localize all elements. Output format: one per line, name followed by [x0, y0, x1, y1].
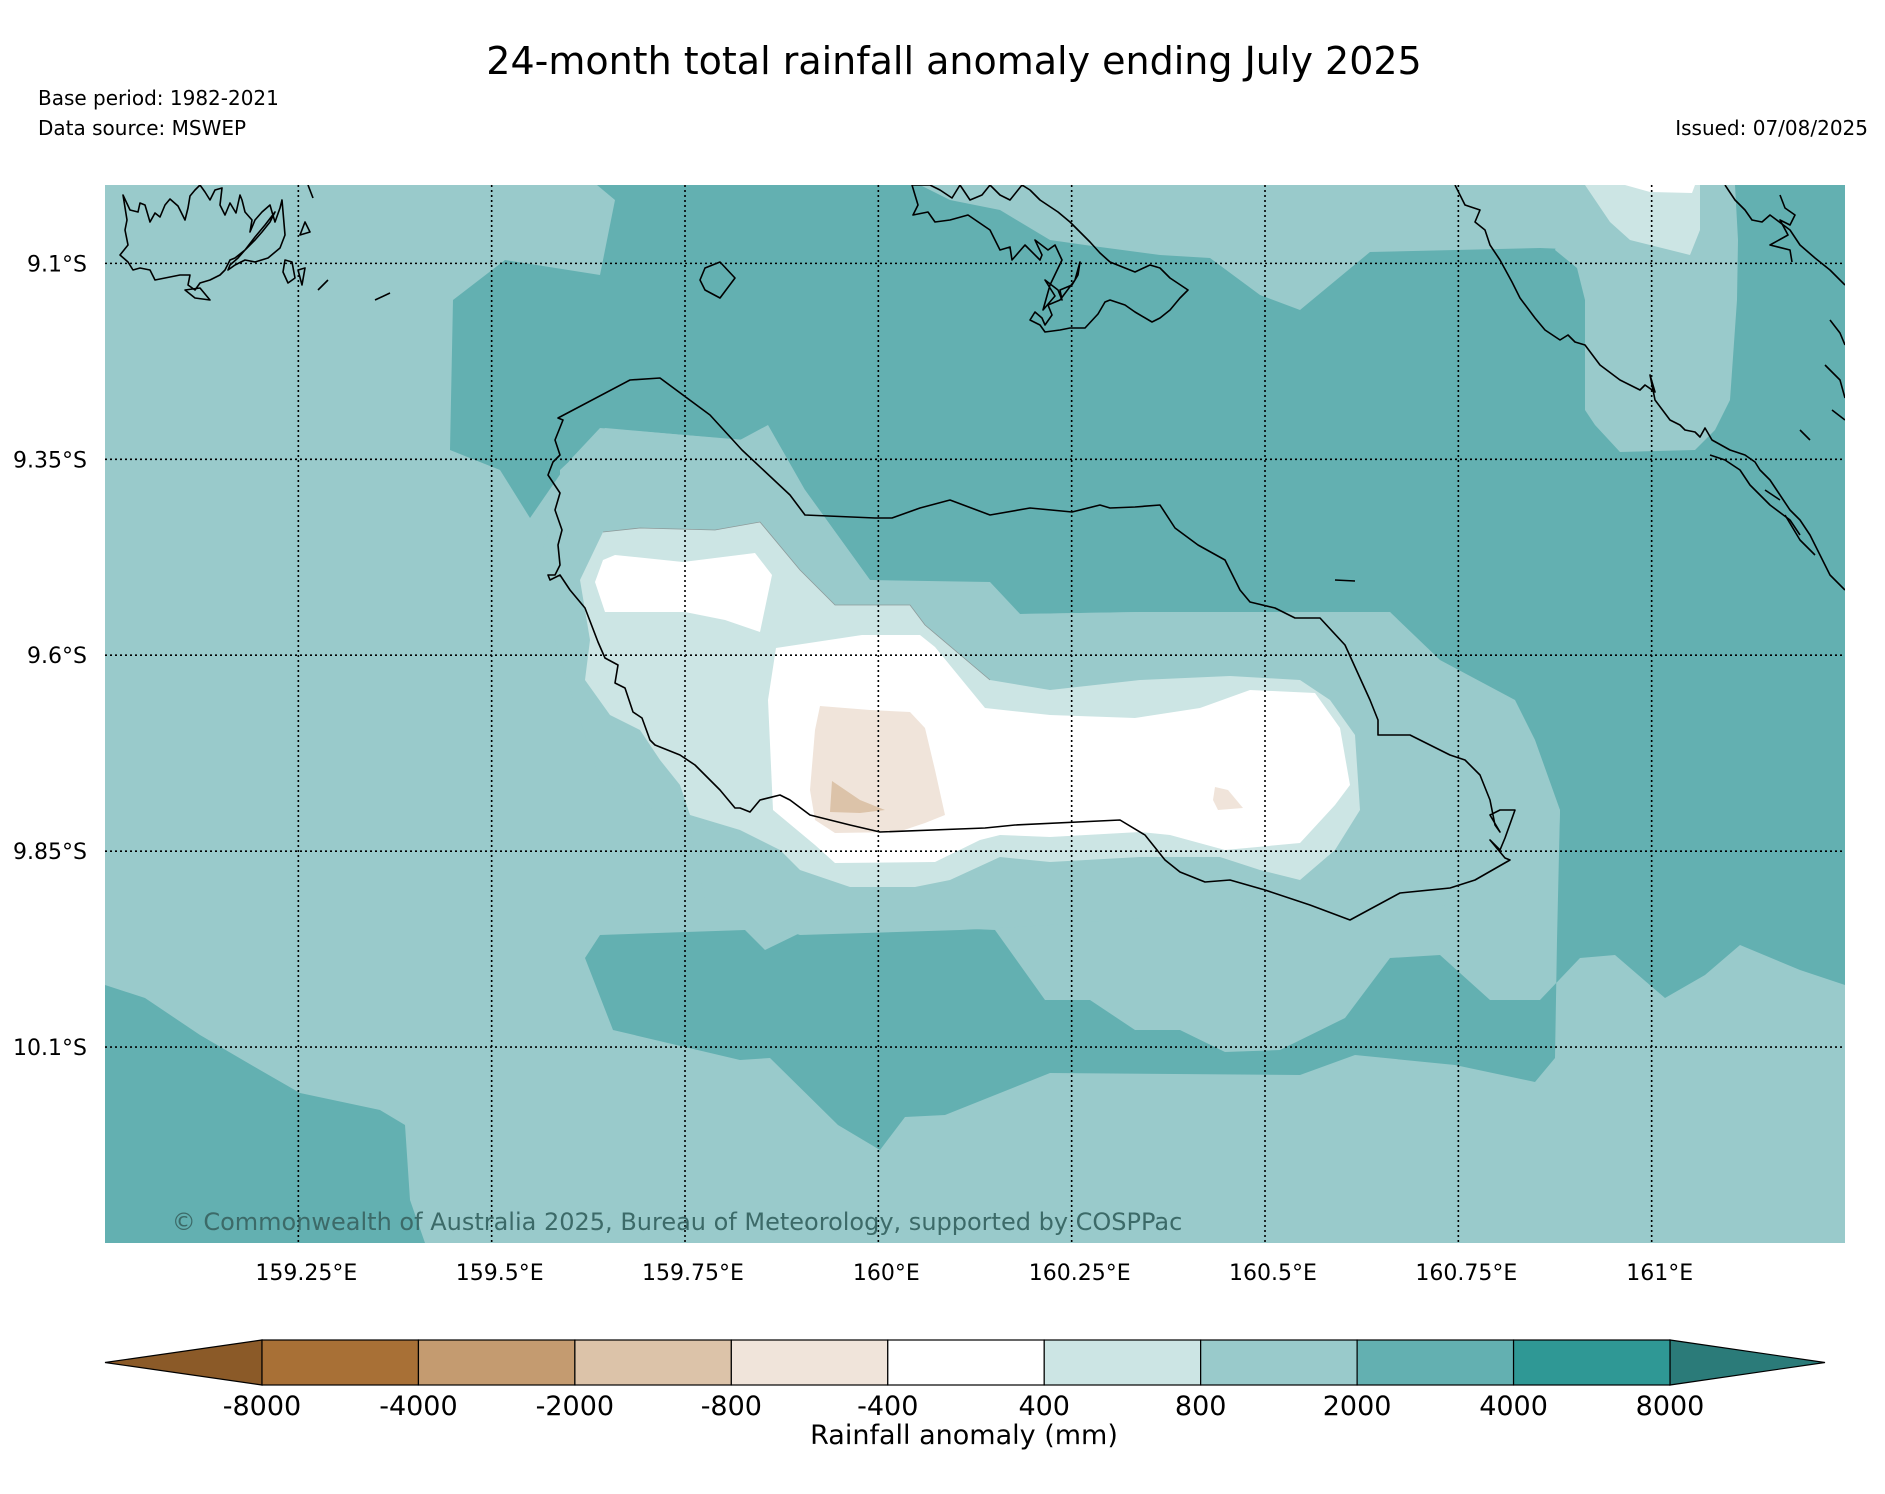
lat-tick-label: 9.35°S — [13, 448, 87, 473]
colorbar-segment — [1512, 1339, 1671, 1386]
lat-tick-label: 9.1°S — [27, 252, 87, 277]
data-source: Data source: MSWEP — [38, 116, 246, 140]
latitude-tick-labels: 9.1°S 9.35°S 9.6°S 9.85°S 10.1°S — [13, 252, 87, 1061]
coastline-savo — [699, 261, 736, 299]
colorbar-tick-label: -2000 — [536, 1391, 614, 1422]
colorbar-tick-label: 4000 — [1479, 1391, 1548, 1422]
band-800-2000-north-notch — [790, 185, 1590, 310]
lon-tick-label: 161°E — [1626, 1261, 1693, 1286]
coastline-santa-isabel — [119, 185, 286, 291]
colorbar-label: Rainfall anomaly (mm) — [810, 1420, 1118, 1451]
colorbar-under-extension — [104, 1339, 263, 1386]
lon-tick-label: 159.75°E — [642, 1261, 744, 1286]
colorbar-tick-label: -800 — [701, 1391, 762, 1422]
colorbar-segment — [261, 1339, 420, 1386]
colorbar-tick-label: -400 — [857, 1391, 918, 1422]
colorbar: -8000 -4000 -2000 -800 -400 400 800 2000 4000 800… — [104, 1339, 1826, 1422]
colorbar-tick-label: 400 — [1018, 1391, 1070, 1422]
copyright-notice: © Commonwealth of Australia 2025, Bureau… — [172, 1208, 1183, 1236]
coastline-malaita — [1454, 185, 1845, 591]
colorbar-segment — [1043, 1339, 1202, 1386]
coastline-malaita-east — [1724, 185, 1845, 286]
graticule — [105, 185, 1845, 1243]
band-2000-4000-southwest — [105, 985, 425, 1243]
colorbar-tick-label: 8000 — [1636, 1391, 1705, 1422]
anomaly-map — [105, 185, 1845, 1243]
coastline-islet-e — [374, 292, 391, 301]
colorbar-segment — [730, 1339, 889, 1386]
longitude-tick-labels: 159.25°E 159.5°E 159.75°E 160°E 160.25°E 160.… — [255, 1261, 1693, 1286]
lon-tick-label: 159.25°E — [255, 1261, 357, 1286]
coastline-malaita-south — [1709, 454, 1816, 556]
lat-tick-label: 9.6°S — [27, 644, 87, 669]
colorbar-over-extension — [1669, 1339, 1826, 1386]
band-neg400-400-west — [595, 553, 772, 632]
contour-edge — [602, 521, 991, 681]
band-2000-4000-north — [450, 185, 1845, 1150]
lat-tick-label: 9.85°S — [13, 840, 87, 865]
colorbar-segment — [417, 1339, 576, 1386]
colorbar-tick-label: -4000 — [379, 1391, 457, 1422]
coastline-nggela — [911, 185, 1189, 333]
coastline-malaita-islets — [1769, 194, 1845, 441]
coastline-islet-g — [1334, 579, 1356, 582]
coastline-islet-f — [307, 185, 314, 199]
colorbar-tick-label: 800 — [1175, 1391, 1227, 1422]
coastlines — [119, 185, 1845, 921]
colorbar-tick-label: 2000 — [1323, 1391, 1392, 1422]
lat-tick-label: 10.1°S — [13, 1036, 87, 1061]
band-neg2000-neg800 — [830, 781, 885, 813]
lon-tick-label: 160.25°E — [1029, 1261, 1131, 1286]
coastline-islet-a — [184, 287, 211, 301]
colorbar-segment — [887, 1339, 1045, 1386]
colorbar-tick-label: -8000 — [223, 1391, 301, 1422]
colorbar-segment — [1200, 1339, 1358, 1386]
lon-tick-label: 160.75°E — [1415, 1261, 1517, 1286]
coastline-guadalcanal — [547, 377, 1516, 921]
coastline-islet-b — [282, 259, 296, 284]
coastline-islet-c — [297, 267, 306, 286]
lon-tick-label: 160°E — [853, 1261, 920, 1286]
coastline-islet-d — [299, 221, 329, 291]
lon-tick-label: 159.5°E — [456, 1261, 544, 1286]
band-neg800-neg400-b — [1213, 787, 1243, 810]
band-800-2000-northeast — [1555, 185, 1738, 452]
colorbar-segment — [1356, 1339, 1515, 1386]
lon-tick-label: 160.5°E — [1229, 1261, 1317, 1286]
map-title: 24-month total rainfall anomaly ending J… — [486, 39, 1421, 83]
band-neg400-400-northeast — [1625, 185, 1695, 193]
issued-date: Issued: 07/08/2025 — [1675, 116, 1868, 140]
band-400-800-northeast — [1585, 185, 1700, 255]
colorbar-segment — [574, 1339, 732, 1386]
base-period: Base period: 1982-2021 — [38, 86, 279, 110]
